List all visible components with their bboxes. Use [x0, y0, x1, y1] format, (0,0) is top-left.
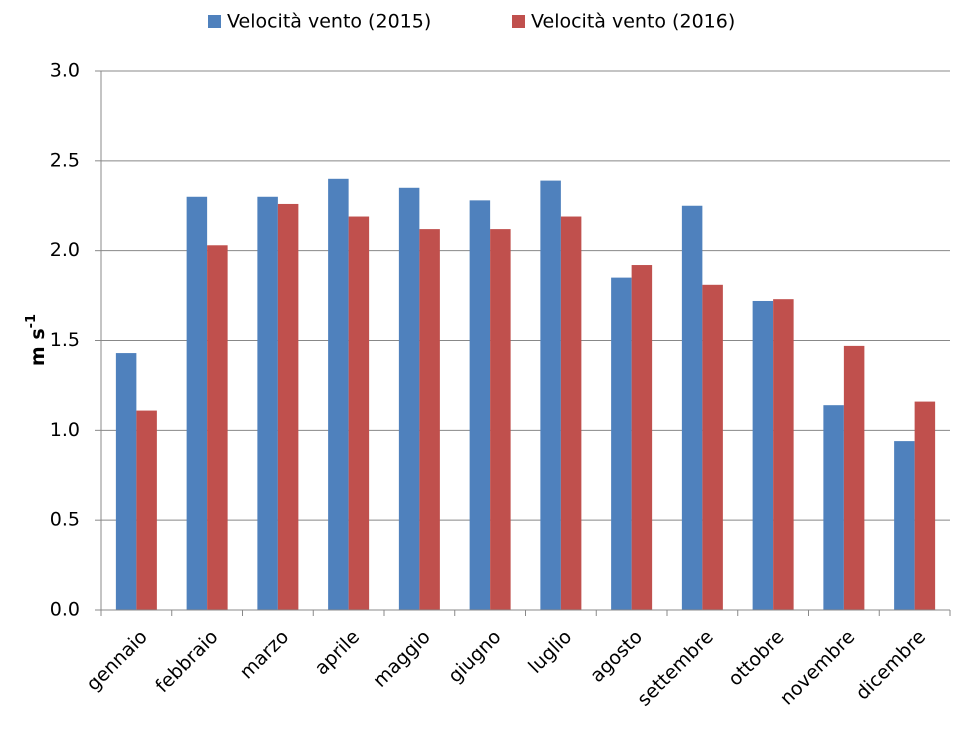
- legend-label: Velocità vento (2015): [227, 11, 431, 33]
- bar: [186, 196, 208, 610]
- y-axis-label-superscript: -1: [24, 314, 39, 328]
- bar: [490, 229, 511, 610]
- legend-swatch: [208, 15, 221, 28]
- x-tick-label: novembre: [776, 626, 860, 710]
- bar: [469, 200, 491, 611]
- y-tick-label: 3.0: [50, 60, 80, 82]
- y-tick-label: 0.5: [50, 509, 80, 531]
- x-tick-label: aprile: [310, 626, 364, 680]
- bar: [894, 441, 915, 610]
- bar: [115, 353, 137, 610]
- bar: [914, 401, 936, 610]
- bar: [277, 203, 299, 610]
- bar: [702, 284, 723, 610]
- bar: [257, 196, 278, 610]
- y-tick-label: 0.0: [50, 599, 80, 621]
- legend-swatch: [512, 15, 525, 28]
- bar: [328, 178, 349, 611]
- bar: [540, 180, 561, 610]
- bar: [843, 345, 865, 610]
- y-tick-label: 1.0: [50, 419, 80, 441]
- bar: [348, 216, 370, 610]
- bar: [136, 410, 157, 610]
- x-tick-label: dicembre: [851, 626, 930, 705]
- bar: [752, 300, 774, 610]
- y-axis-label: m s-1: [24, 314, 49, 366]
- x-tick-label: settembre: [633, 626, 718, 711]
- y-tick-label: 2.5: [50, 149, 80, 171]
- x-tick-label: giugno: [444, 626, 506, 688]
- bar: [823, 405, 844, 610]
- x-tick-label: febbraio: [151, 626, 222, 697]
- bar: [681, 205, 703, 610]
- legend-label: Velocità vento (2016): [531, 11, 735, 33]
- bar: [419, 229, 440, 610]
- bar: [207, 245, 228, 610]
- x-tick-label: agosto: [586, 626, 647, 687]
- x-tick-label: maggio: [369, 626, 435, 692]
- y-tick-label: 2.0: [50, 239, 80, 261]
- y-tick-label: 1.5: [50, 329, 80, 351]
- bar: [773, 299, 794, 610]
- bar: [398, 187, 420, 611]
- x-tick-label: gennaio: [82, 626, 152, 696]
- bar: [611, 277, 632, 610]
- x-tick-label: luglio: [524, 626, 576, 678]
- bar: [631, 265, 653, 610]
- y-axis-label-text: m s: [27, 328, 49, 366]
- bar: [560, 216, 582, 610]
- x-tick-label: ottobre: [724, 626, 789, 691]
- x-tick-label: marzo: [236, 626, 294, 684]
